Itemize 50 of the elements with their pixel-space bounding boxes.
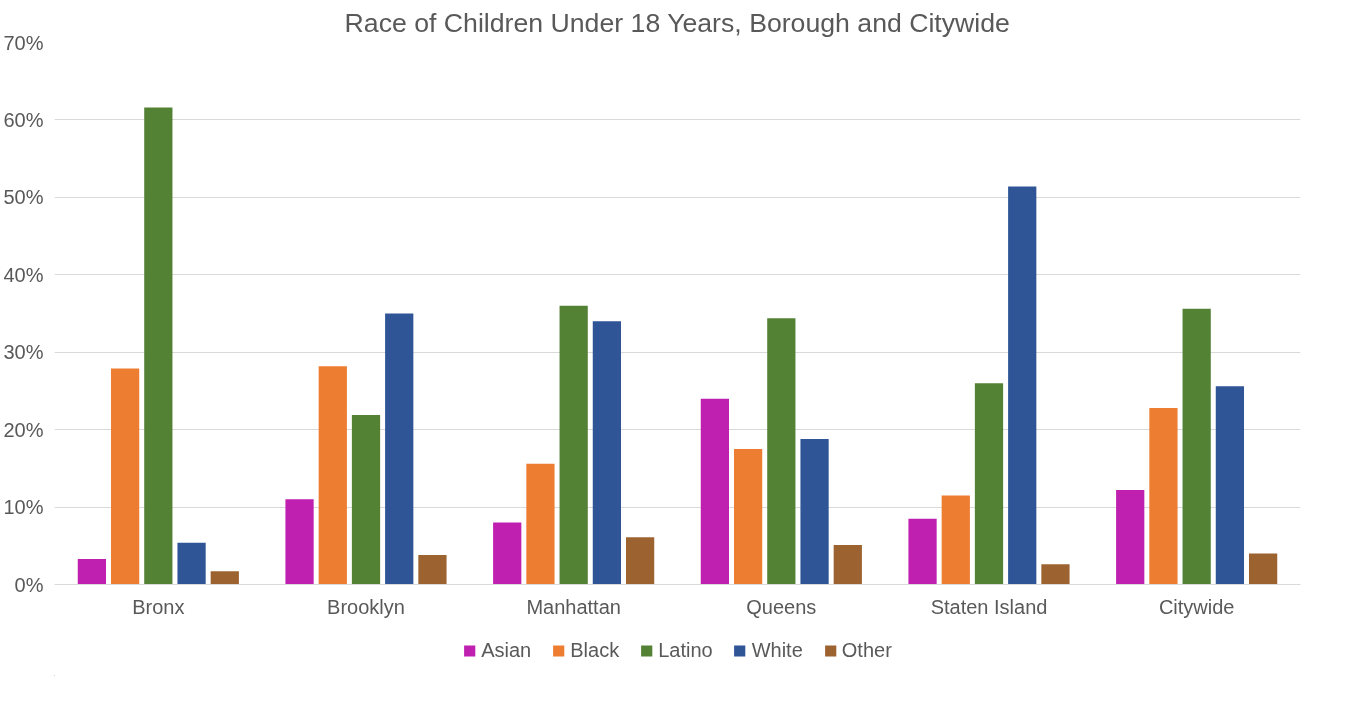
x-tick-label: Queens [746, 595, 817, 618]
bar [941, 495, 970, 585]
y-tick-label: 20% [3, 418, 44, 441]
bar [144, 107, 173, 585]
x-tick-label: Staten Island [930, 595, 1048, 618]
y-tick-label: 40% [3, 263, 44, 286]
y-tick-label: 0% [14, 573, 44, 596]
legend-label: Latino [658, 638, 713, 662]
bar [733, 449, 763, 585]
bar [77, 558, 106, 585]
legend-label: Asian [481, 638, 532, 662]
x-tick-label: Citywide [1158, 595, 1235, 618]
bar [700, 398, 729, 585]
x-tick-label: Manhattan [526, 595, 621, 618]
bar [626, 537, 655, 585]
bar [418, 555, 447, 585]
x-tick-label: Brooklyn [327, 595, 405, 618]
y-tick-label: 10% [3, 496, 44, 519]
bar [767, 318, 796, 585]
bar [833, 545, 862, 585]
chart-title: Race of Children Under 18 Years, Borough and Citywide [344, 7, 1010, 38]
bar [1182, 308, 1211, 585]
bar [210, 571, 239, 585]
legend-label: White [751, 638, 803, 662]
bar [351, 414, 381, 585]
bar [110, 368, 140, 585]
bar [1116, 490, 1145, 585]
bar [526, 463, 555, 585]
bar [592, 321, 622, 585]
bar [974, 383, 1004, 585]
bar [1041, 564, 1070, 585]
bar [493, 522, 522, 585]
bar [908, 518, 937, 585]
bar [285, 499, 314, 585]
y-tick-label: 30% [3, 341, 44, 364]
bar [1249, 553, 1278, 585]
y-tick-label: 50% [3, 186, 44, 209]
bar [559, 305, 588, 585]
bar [385, 313, 414, 585]
bar [1149, 407, 1178, 585]
bar [318, 366, 347, 585]
bar [1215, 386, 1245, 585]
legend-label: Black [570, 638, 620, 662]
x-tick-label: Bronx [132, 595, 185, 618]
bar [800, 438, 829, 585]
bar [177, 542, 206, 585]
bar [1008, 186, 1037, 585]
legend-label: Other [841, 638, 892, 662]
y-tick-label: 60% [3, 108, 44, 131]
y-tick-label: 70% [3, 31, 44, 54]
